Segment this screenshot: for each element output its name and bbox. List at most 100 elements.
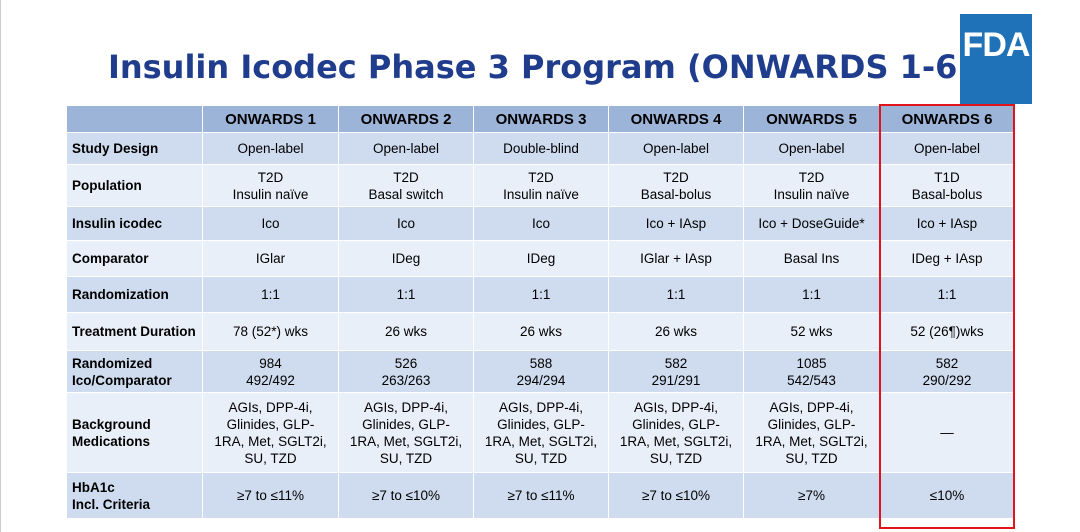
table-cell: Ico + IAsp (879, 206, 1015, 241)
row-label: Treatment Duration (66, 312, 203, 351)
cell-text: 26 wks (519, 324, 563, 339)
table-cell: 1085 542/543 (743, 350, 880, 393)
row-label-line: Comparator (72, 251, 149, 266)
table-cell: — (879, 392, 1015, 473)
row-label: Comparator (66, 240, 203, 277)
cell-text: Insulin naïve (503, 186, 579, 202)
cell-text: Open-label (372, 141, 440, 156)
cell-text: Open-label (237, 141, 304, 156)
cell-text: 1RA, Met, SGLT2i, (349, 433, 463, 449)
table-cell: 582 290/292 (879, 350, 1015, 393)
cell-text: Basal switch (368, 186, 444, 202)
row-label: HbA1c Incl. Criteria (66, 472, 203, 519)
table-cell: 1:1 (202, 276, 339, 313)
cell-text: 290/292 (922, 372, 972, 388)
table-cell: ≥7 to ≤11% (473, 472, 609, 519)
cell-text: ≥7 to ≤10% (371, 488, 441, 503)
row-label-line: Background (72, 416, 151, 432)
header-onwards-2: ONWARDS 2 (338, 105, 474, 133)
row-label-line: Ico/Comparator (72, 372, 172, 388)
cell-text: Glinides, GLP- (767, 416, 856, 432)
table-row: Background Medications AGIs, DPP-4i, Glinid… (66, 392, 1015, 473)
cell-text: 1:1 (802, 287, 821, 302)
table-cell: Open-label (879, 132, 1015, 165)
table-row: Treatment Duration 78 (52*) wks 26 wks 26 w… (66, 312, 1015, 351)
row-label: Randomized Ico/Comparator (66, 350, 203, 393)
cell-text: T1D (934, 169, 960, 185)
table-cell: 26 wks (473, 312, 609, 351)
table-cell: Open-label (338, 132, 474, 165)
table-cell: IGlar + IAsp (608, 240, 744, 277)
table-cell: T2D Insulin naïve (743, 164, 880, 207)
table-cell: Ico (202, 206, 339, 241)
row-label-line: Incl. Criteria (72, 496, 151, 512)
cell-text: 1:1 (937, 287, 957, 302)
cell-text: ≥7 to ≤11% (507, 488, 575, 503)
cell-text: 526 (394, 355, 418, 371)
table-cell: ≤10% (879, 472, 1015, 519)
cell-text: ≥7 to ≤11% (236, 488, 305, 503)
table-row: HbA1c Incl. Criteria ≥7 to ≤11% ≥7 to ≤10% ≥… (66, 472, 1015, 519)
row-label-line: HbA1c (72, 479, 115, 495)
cell-text: 582 (664, 355, 688, 371)
cell-text: T2D (663, 169, 689, 185)
table-cell: ≥7 to ≤10% (608, 472, 744, 519)
table-cell: 1:1 (473, 276, 609, 313)
cell-text: 291/291 (651, 372, 701, 388)
table-cell: T1D Basal-bolus (879, 164, 1015, 207)
cell-text: 1RA, Met, SGLT2i, (214, 433, 327, 449)
header-onwards-4: ONWARDS 4 (608, 105, 744, 133)
cell-text: AGIs, DPP-4i, (228, 399, 313, 415)
cell-text: Ico (396, 216, 415, 231)
cell-text: IDeg (526, 251, 556, 266)
cell-text: Basal Ins (783, 251, 840, 266)
cell-text: Open-label (778, 141, 845, 156)
table-cell: 1:1 (608, 276, 744, 313)
table-row: Comparator IGlar IDeg IDeg IGlar + IAsp Basal… (66, 240, 1015, 277)
table-cell: IDeg (473, 240, 609, 277)
table-cell: IGlar (202, 240, 339, 277)
cell-text: 1:1 (261, 287, 280, 302)
table-cell: Ico (473, 206, 609, 241)
table-cell: AGIs, DPP-4i, Glinides, GLP- 1RA, Met, SGL… (743, 392, 880, 473)
table-cell: T2D Basal switch (338, 164, 474, 207)
table-cell: Open-label (202, 132, 339, 165)
table-row: Randomization 1:1 1:1 1:1 1:1 1:1 1:1 (66, 276, 1015, 313)
cell-text: AGIs, DPP-4i, (633, 399, 719, 415)
cell-text: 263/263 (381, 372, 431, 388)
cell-text: Basal-bolus (640, 186, 712, 202)
table-cell: T2D Insulin naïve (202, 164, 339, 207)
cell-text: Open-label (913, 141, 981, 156)
row-label: Randomization (66, 276, 203, 313)
cell-text: 582 (935, 355, 959, 371)
table-cell: IDeg (338, 240, 474, 277)
table-cell: 1:1 (743, 276, 880, 313)
cell-text: SU, TZD (244, 450, 297, 466)
row-label-line: Population (72, 178, 142, 193)
slide-title: Insulin Icodec Phase 3 Program (ONWARDS … (107, 48, 973, 86)
cell-text: AGIs, DPP-4i, (363, 399, 449, 415)
table-cell: 78 (52*) wks (202, 312, 339, 351)
cell-text: 52 (26¶)wks (910, 324, 984, 339)
cell-text: Ico + IAsp (916, 216, 978, 231)
table-cell: IDeg + IAsp (879, 240, 1015, 277)
table-cell: 588 294/294 (473, 350, 609, 393)
table-cell: AGIs, DPP-4i, Glinides, GLP- 1RA, Met, SGL… (338, 392, 474, 473)
table-cell: 52 wks (743, 312, 880, 351)
cell-text: Glinides, GLP- (226, 416, 315, 432)
cell-text: 294/294 (516, 372, 566, 388)
table-cell: AGIs, DPP-4i, Glinides, GLP- 1RA, Met, SGL… (473, 392, 609, 473)
cell-text: 1RA, Met, SGLT2i, (619, 433, 733, 449)
table-cell: ≥7 to ≤11% (202, 472, 339, 519)
table-cell: Ico + DoseGuide* (743, 206, 880, 241)
cell-text: 26 wks (654, 324, 698, 339)
row-label-line: Medications (72, 433, 151, 449)
cell-text: T2D (528, 169, 554, 185)
table-cell: 1:1 (338, 276, 474, 313)
table-row: Insulin icodec Ico Ico Ico Ico + IAsp Ico + D… (66, 206, 1015, 241)
cell-text: Insulin naïve (232, 186, 309, 202)
cell-text: Glinides, GLP- (497, 416, 585, 432)
cell-text: T2D (257, 169, 284, 185)
cell-text: 26 wks (384, 324, 428, 339)
table-cell: 26 wks (338, 312, 474, 351)
